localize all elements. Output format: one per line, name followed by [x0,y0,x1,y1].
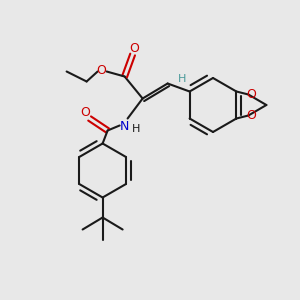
Text: O: O [246,88,256,101]
Text: N: N [120,120,129,133]
Text: H: H [131,124,140,134]
Text: O: O [130,42,140,55]
Text: O: O [97,64,106,77]
Text: O: O [81,106,91,119]
Text: O: O [246,109,256,122]
Text: H: H [177,74,186,85]
